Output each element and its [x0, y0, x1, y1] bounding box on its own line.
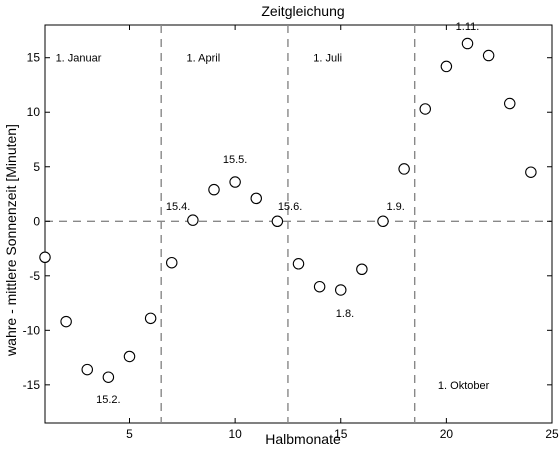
- x-tick-label: 10: [228, 427, 242, 441]
- plot-area: 5 10 15 20 25 -15 -10 -5 0 5 10 15 1. Januar 1. April…: [23, 21, 559, 441]
- y-tick-label: 10: [27, 105, 41, 119]
- data-point: [144, 312, 157, 325]
- data-point: [440, 60, 453, 73]
- data-point: [525, 166, 537, 178]
- x-tick-label: 15: [334, 427, 348, 441]
- plot-frame: [44, 24, 553, 424]
- y-tick-label: -5: [29, 269, 40, 283]
- data-point: [102, 371, 115, 383]
- data-point: [503, 97, 516, 110]
- data-point: [313, 280, 326, 293]
- data-point: [356, 263, 368, 276]
- data-point: [482, 49, 495, 62]
- data-point: [187, 214, 199, 226]
- chart-title: Zeitgleichung: [261, 3, 344, 19]
- data-point: [229, 176, 241, 188]
- data-point: [39, 251, 51, 264]
- date-annotation: 1.9.: [386, 201, 404, 213]
- date-annotation: 15.2.: [96, 394, 120, 406]
- x-tick-label: 5: [126, 427, 133, 441]
- y-tick-label: -10: [23, 323, 41, 337]
- data-point: [334, 284, 347, 296]
- data-point: [166, 256, 178, 269]
- season-label: 1. April: [187, 53, 221, 65]
- y-tick-label: 5: [33, 160, 40, 174]
- date-annotation: 15.4.: [166, 201, 190, 213]
- x-axis-label: Halbmonate: [265, 431, 341, 447]
- data-point: [461, 37, 474, 50]
- data-point: [271, 215, 284, 228]
- data-point: [292, 258, 305, 270]
- season-label: 1. Januar: [56, 53, 102, 65]
- season-label: 1. Oktober: [438, 380, 490, 392]
- date-annotation: 15.5.: [223, 154, 247, 166]
- date-annotation: 15.6.: [278, 201, 302, 213]
- season-label: 1. Juli: [313, 53, 342, 65]
- x-tick-label: 25: [545, 427, 559, 441]
- y-axis-label: wahre - mittlere Sonnenzeit [Minuten]: [3, 124, 19, 357]
- data-point: [123, 350, 136, 363]
- x-tick-label: 20: [440, 427, 454, 441]
- date-annotation: 1.8.: [336, 308, 354, 320]
- date-annotation: 1.11.: [456, 21, 480, 33]
- data-point: [377, 215, 389, 228]
- data-point: [60, 315, 72, 328]
- data-point: [81, 363, 94, 376]
- data-point: [208, 183, 220, 196]
- y-tick-label: 0: [33, 214, 40, 228]
- y-tick-label: 15: [27, 51, 41, 65]
- data-point: [250, 192, 263, 205]
- y-tick-label: -15: [23, 378, 41, 392]
- data-point: [398, 163, 410, 175]
- data-point: [419, 103, 431, 115]
